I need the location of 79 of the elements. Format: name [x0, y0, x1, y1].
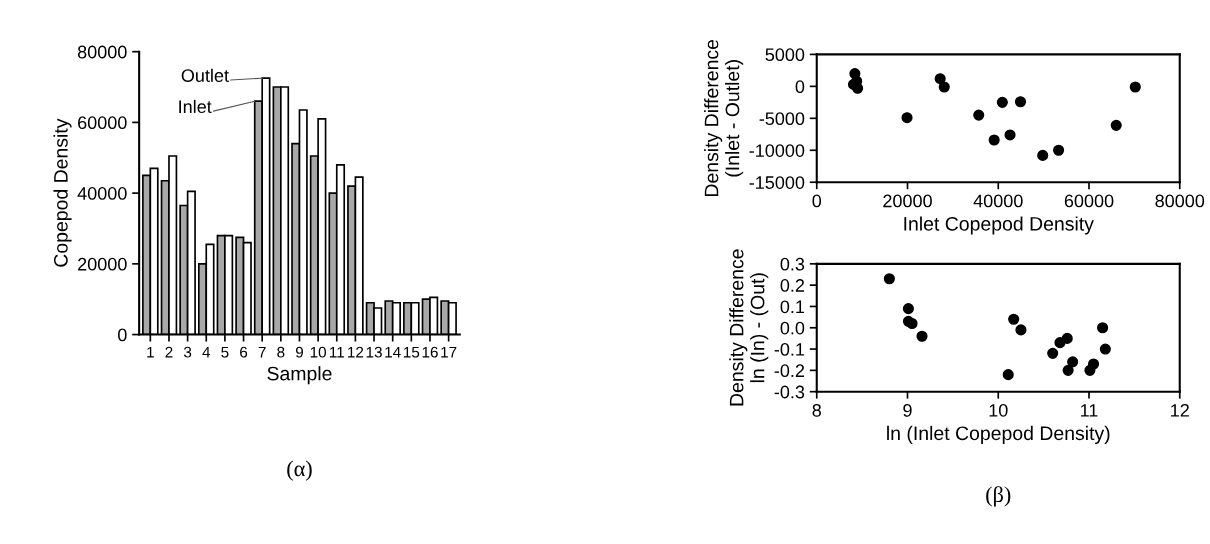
point	[1062, 364, 1074, 376]
x-tick-label: 10	[310, 346, 327, 358]
x-tick-label: 7	[258, 346, 266, 358]
point	[934, 73, 946, 85]
point	[883, 273, 895, 285]
x-tick-label: 11	[1081, 404, 1098, 417]
point	[1053, 144, 1065, 156]
x-axis-title: Sample	[267, 366, 332, 385]
x-tick-label: 0	[812, 194, 822, 208]
y-axis-title: Density Difference (Inlet - Outlet)	[704, 39, 744, 196]
point	[1004, 129, 1016, 141]
x-tick-label: 1	[147, 346, 154, 358]
text: (α)	[287, 460, 312, 481]
point	[901, 112, 913, 124]
x-axis-title: ln (Inlet Copepod Density)	[887, 425, 1110, 444]
y-tick-label: -0.3	[774, 385, 805, 399]
point	[906, 317, 918, 330]
point	[973, 109, 985, 121]
y-tick-label: 60000	[78, 116, 127, 130]
y-tick-label: -15000	[749, 176, 805, 189]
y-tick-label: 80000	[77, 45, 127, 59]
text: (β)	[986, 486, 1011, 507]
y-tick-label: 0	[795, 80, 805, 94]
y-tick-label: 0.3	[780, 257, 805, 271]
y-tick-label: -10000	[749, 144, 805, 157]
point	[1067, 356, 1079, 368]
x-tick-label: 9	[295, 346, 303, 358]
x-tick-label: 2	[165, 346, 173, 358]
x-tick-label: 40000	[973, 194, 1023, 208]
y-axis-title: Density Difference ln (In) - (Out)	[729, 249, 769, 406]
x-tick-label: 16	[422, 346, 438, 358]
x-tick-label: 60000	[1064, 194, 1114, 208]
x-tick-label: 5	[221, 346, 229, 358]
y-tick-label: 0	[118, 328, 127, 342]
x-tick-label: 15	[404, 346, 420, 358]
y-tick-label: 0.1	[780, 300, 805, 314]
point	[1008, 313, 1020, 325]
x-tick-label: 17	[441, 346, 457, 358]
series-label: Outlet	[181, 68, 229, 82]
x-tick-label: 12	[348, 346, 364, 358]
point	[1015, 324, 1027, 336]
y-tick-label: -5000	[759, 112, 805, 126]
point	[1097, 322, 1109, 334]
point	[1110, 119, 1122, 131]
x-tick-label: 10	[989, 403, 1008, 417]
text: Inlet	[179, 99, 212, 114]
point	[916, 330, 928, 342]
point	[1047, 347, 1059, 359]
y-axis-title: Copepod Density	[53, 118, 72, 267]
x-tick-label: 4	[202, 346, 211, 358]
x-tick-label: 20000	[883, 194, 932, 208]
x-tick-label: 9	[903, 403, 912, 417]
x-tick-label: 80000	[1155, 194, 1205, 208]
y-tick-label: 5000	[765, 48, 805, 62]
point	[1087, 358, 1100, 370]
point	[1037, 149, 1049, 161]
y-tick-label: 20000	[78, 257, 127, 271]
x-tick-label: 3	[183, 346, 192, 358]
x-tick-label: 12	[1171, 403, 1189, 417]
y-tick-label: -0.2	[774, 364, 805, 378]
point	[988, 134, 1000, 146]
x-tick-label: 11	[329, 346, 344, 358]
x-tick-label: 14	[385, 346, 401, 358]
y-tick-label: 0.2	[780, 279, 805, 292]
point	[938, 81, 950, 93]
point	[996, 96, 1008, 108]
point	[1002, 369, 1014, 381]
x-tick-label: 13	[366, 346, 382, 358]
y-tick-label: -0.1	[774, 343, 805, 356]
point	[1129, 81, 1141, 93]
y-tick-label: 0.0	[780, 321, 805, 335]
x-tick-label: 8	[277, 346, 285, 358]
point	[1099, 343, 1111, 355]
x-tick-label: 8	[812, 403, 821, 417]
point	[902, 303, 914, 315]
point	[1014, 96, 1027, 108]
x-tick-label: 6	[240, 346, 248, 358]
point	[1061, 332, 1073, 344]
x-axis-title: Inlet Copepod Density	[904, 216, 1094, 235]
